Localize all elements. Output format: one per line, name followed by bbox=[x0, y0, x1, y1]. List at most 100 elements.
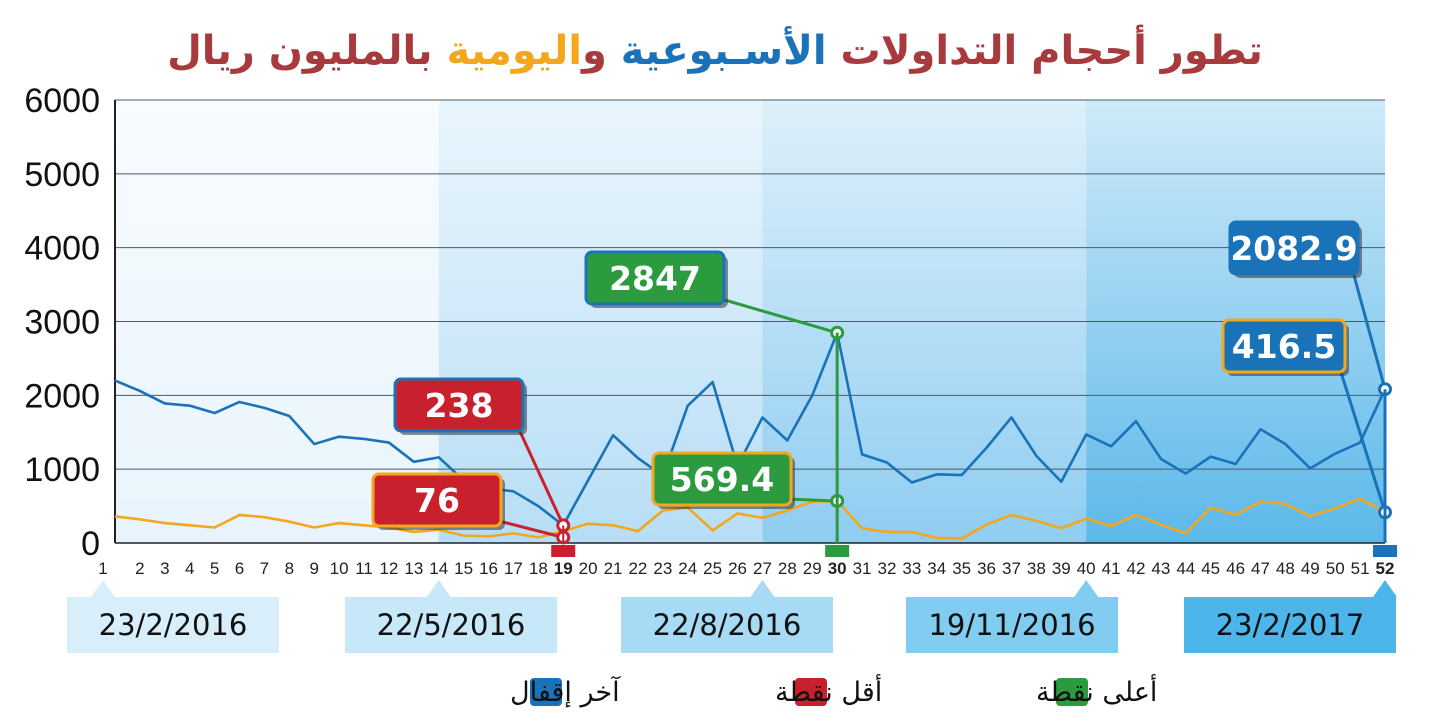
x-tick-label: 13 bbox=[404, 559, 423, 578]
date-pointer bbox=[426, 580, 451, 597]
date-label: 19/11/2016 bbox=[906, 580, 1118, 653]
x-tick-label: 20 bbox=[579, 559, 598, 578]
y-tick-label: 1000 bbox=[24, 451, 100, 489]
date-label: 23/2/2016 bbox=[67, 580, 279, 653]
x-tick-label: 8 bbox=[285, 559, 294, 578]
x-axis: 1 2 3 4 5 6 7 8 9 10 11 12 13 14 15 16 17 18 19 20 21 22 23 24 2… bbox=[98, 545, 1397, 578]
callout-box bbox=[371, 472, 503, 528]
date-box bbox=[621, 597, 833, 653]
callout-value: 569.4 bbox=[670, 460, 774, 499]
x-tick-label: 22 bbox=[628, 559, 647, 578]
title-part-3: و bbox=[581, 28, 607, 74]
y-tick-label: 3000 bbox=[24, 304, 100, 342]
x-tick-label: 18 bbox=[529, 559, 548, 578]
callout-2082-9: 2082.9 bbox=[1228, 220, 1392, 397]
date-pointer bbox=[91, 580, 115, 597]
legend-label: أقل نقطة bbox=[775, 673, 882, 708]
x-tick-label: 19 bbox=[554, 559, 573, 578]
weekly-series-line bbox=[114, 331, 1387, 527]
x-tick-label: 42 bbox=[1127, 559, 1146, 578]
x-tick-label: 50 bbox=[1326, 559, 1345, 578]
x-tick-label: 40 bbox=[1077, 559, 1096, 578]
callout-569-4: 569.4 bbox=[651, 451, 845, 509]
callout-leader bbox=[1350, 267, 1387, 390]
highlight-tick-marker bbox=[1373, 545, 1397, 557]
x-tick-label: 21 bbox=[604, 559, 623, 578]
x-tick-label: 5 bbox=[210, 559, 219, 578]
x-tick-label: 25 bbox=[703, 559, 722, 578]
date-pointer bbox=[1074, 580, 1099, 597]
date-labels: 23/2/2016 22/5/2016 22/8/2016 19/11/2016 23/… bbox=[67, 580, 1397, 653]
date-pointer bbox=[1373, 580, 1397, 597]
legend-item: أعلى نقطة bbox=[1036, 673, 1157, 708]
x-tick-label: 27 bbox=[753, 559, 772, 578]
callout-leader bbox=[717, 296, 838, 335]
x-tick-label: 15 bbox=[454, 559, 473, 578]
title-part-2: الأسـبوعية bbox=[606, 28, 827, 74]
x-tick-label: 41 bbox=[1102, 559, 1121, 578]
legend-swatch bbox=[530, 678, 562, 706]
callout-value: 2082.9 bbox=[1230, 229, 1357, 268]
x-tick-label: 26 bbox=[728, 559, 747, 578]
callout-leader bbox=[494, 518, 564, 539]
x-tick-label: 1 bbox=[98, 559, 107, 578]
date-box bbox=[906, 597, 1118, 653]
legend-label: آخر إقفال bbox=[510, 676, 621, 708]
x-tick-label: 49 bbox=[1301, 559, 1320, 578]
annotations: 238 76 2847 569.4 2082.9 416.5 bbox=[371, 220, 1392, 545]
daily-series-line bbox=[114, 497, 1386, 540]
x-tick-label: 29 bbox=[803, 559, 822, 578]
x-tick-label: 14 bbox=[429, 559, 448, 578]
x-tick-label: 17 bbox=[504, 559, 523, 578]
callout-238: 238 bbox=[393, 377, 571, 533]
x-tick-label: 2 bbox=[135, 559, 144, 578]
title-part-4: اليومية bbox=[432, 28, 582, 74]
callout-box bbox=[1228, 220, 1360, 276]
callout-value: 238 bbox=[425, 386, 494, 425]
date-label: 22/8/2016 bbox=[621, 580, 833, 653]
callout-2847: 2847 bbox=[584, 250, 845, 340]
date-box bbox=[67, 597, 279, 653]
x-tick-label: 43 bbox=[1151, 559, 1170, 578]
x-tick-label: 3 bbox=[160, 559, 169, 578]
y-axis: 0 1000 2000 3000 4000 5000 6000 bbox=[24, 82, 1385, 563]
callout-leader bbox=[1337, 365, 1387, 513]
x-tick-label: 37 bbox=[1002, 559, 1021, 578]
callout-76: 76 bbox=[371, 472, 571, 545]
x-tick-label: 10 bbox=[330, 559, 349, 578]
x-tick-label: 34 bbox=[927, 559, 946, 578]
y-tick-label: 4000 bbox=[24, 230, 100, 268]
y-tick-label: 2000 bbox=[24, 377, 100, 415]
y-tick-label: 5000 bbox=[24, 156, 100, 194]
legend-item: أقل نقطة bbox=[775, 673, 882, 708]
x-tick-label: 36 bbox=[977, 559, 996, 578]
x-tick-label: 51 bbox=[1351, 559, 1370, 578]
callout-box bbox=[651, 451, 793, 507]
callout-value: 2847 bbox=[609, 259, 701, 298]
x-tick-label: 47 bbox=[1251, 559, 1270, 578]
x-tick-label: 45 bbox=[1201, 559, 1220, 578]
x-tick-label: 30 bbox=[828, 559, 847, 578]
y-tick-label: 0 bbox=[81, 525, 100, 563]
x-tick-label: 38 bbox=[1027, 559, 1046, 578]
callout-value: 76 bbox=[414, 481, 460, 520]
x-tick-label: 24 bbox=[678, 559, 697, 578]
callout-box bbox=[393, 377, 525, 433]
date-text: 22/5/2016 bbox=[377, 608, 526, 642]
legend-label: أعلى نقطة bbox=[1036, 673, 1157, 708]
x-tick-label: 33 bbox=[902, 559, 921, 578]
callout-box bbox=[584, 250, 726, 306]
x-tick-label: 16 bbox=[479, 559, 498, 578]
x-tick-label: 35 bbox=[952, 559, 971, 578]
date-text: 19/11/2016 bbox=[928, 608, 1095, 642]
x-tick-label: 4 bbox=[185, 559, 194, 578]
date-text: 22/8/2016 bbox=[653, 608, 802, 642]
x-tick-label: 46 bbox=[1226, 559, 1245, 578]
date-pointer bbox=[750, 580, 775, 597]
y-tick-label: 6000 bbox=[24, 82, 100, 120]
x-tick-label: 12 bbox=[379, 559, 398, 578]
x-tick-label: 32 bbox=[877, 559, 896, 578]
highlight-tick-marker bbox=[825, 545, 850, 557]
callout-leader bbox=[515, 424, 565, 527]
legend-item: آخر إقفال bbox=[510, 676, 621, 708]
